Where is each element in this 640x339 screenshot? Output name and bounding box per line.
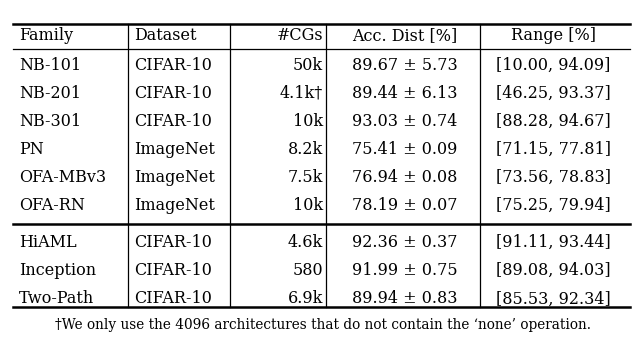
Text: †We only use the 4096 architectures that do not contain the ‘none’ operation.: †We only use the 4096 architectures that… bbox=[55, 318, 591, 333]
Text: ImageNet: ImageNet bbox=[134, 141, 215, 158]
Text: [91.11, 93.44]: [91.11, 93.44] bbox=[496, 234, 611, 251]
Text: OFA-RN: OFA-RN bbox=[19, 197, 85, 214]
Text: 8.2k: 8.2k bbox=[288, 141, 323, 158]
Text: CIFAR-10: CIFAR-10 bbox=[134, 291, 212, 307]
Text: ImageNet: ImageNet bbox=[134, 197, 215, 214]
Text: [85.53, 92.34]: [85.53, 92.34] bbox=[496, 291, 611, 307]
Text: 4.1k†: 4.1k† bbox=[280, 85, 323, 102]
Text: [71.15, 77.81]: [71.15, 77.81] bbox=[496, 141, 611, 158]
Text: 78.19 ± 0.07: 78.19 ± 0.07 bbox=[352, 197, 458, 214]
Text: CIFAR-10: CIFAR-10 bbox=[134, 262, 212, 279]
Text: 89.67 ± 5.73: 89.67 ± 5.73 bbox=[352, 57, 458, 74]
Text: 89.94 ± 0.83: 89.94 ± 0.83 bbox=[352, 291, 458, 307]
Text: NB-301: NB-301 bbox=[19, 113, 81, 129]
Text: Range [%]: Range [%] bbox=[511, 27, 596, 44]
Text: Acc. Dist [%]: Acc. Dist [%] bbox=[352, 27, 458, 44]
Text: CIFAR-10: CIFAR-10 bbox=[134, 85, 212, 102]
Text: [89.08, 94.03]: [89.08, 94.03] bbox=[496, 262, 611, 279]
Text: [88.28, 94.67]: [88.28, 94.67] bbox=[496, 113, 611, 129]
Text: 92.36 ± 0.37: 92.36 ± 0.37 bbox=[352, 234, 458, 251]
Text: OFA-MBv3: OFA-MBv3 bbox=[19, 169, 106, 186]
Text: 580: 580 bbox=[292, 262, 323, 279]
Text: Dataset: Dataset bbox=[134, 27, 197, 44]
Text: [73.56, 78.83]: [73.56, 78.83] bbox=[496, 169, 611, 186]
Text: Family: Family bbox=[19, 27, 74, 44]
Text: 6.9k: 6.9k bbox=[288, 291, 323, 307]
Text: CIFAR-10: CIFAR-10 bbox=[134, 57, 212, 74]
Text: NB-101: NB-101 bbox=[19, 57, 81, 74]
Text: 89.44 ± 6.13: 89.44 ± 6.13 bbox=[352, 85, 458, 102]
Text: 4.6k: 4.6k bbox=[288, 234, 323, 251]
Text: HiAML: HiAML bbox=[19, 234, 77, 251]
Text: 91.99 ± 0.75: 91.99 ± 0.75 bbox=[352, 262, 458, 279]
Text: [75.25, 79.94]: [75.25, 79.94] bbox=[496, 197, 611, 214]
Text: 10k: 10k bbox=[293, 197, 323, 214]
Text: 76.94 ± 0.08: 76.94 ± 0.08 bbox=[352, 169, 458, 186]
Text: PN: PN bbox=[19, 141, 44, 158]
Text: 50k: 50k bbox=[293, 57, 323, 74]
Text: [10.00, 94.09]: [10.00, 94.09] bbox=[497, 57, 611, 74]
Text: ImageNet: ImageNet bbox=[134, 169, 215, 186]
Text: 10k: 10k bbox=[293, 113, 323, 129]
Text: Inception: Inception bbox=[19, 262, 97, 279]
Text: CIFAR-10: CIFAR-10 bbox=[134, 234, 212, 251]
Text: [46.25, 93.37]: [46.25, 93.37] bbox=[496, 85, 611, 102]
Text: 93.03 ± 0.74: 93.03 ± 0.74 bbox=[352, 113, 458, 129]
Text: NB-201: NB-201 bbox=[19, 85, 81, 102]
Text: #CGs: #CGs bbox=[276, 27, 323, 44]
Text: Two-Path: Two-Path bbox=[19, 291, 95, 307]
Text: CIFAR-10: CIFAR-10 bbox=[134, 113, 212, 129]
Text: 7.5k: 7.5k bbox=[288, 169, 323, 186]
Text: 75.41 ± 0.09: 75.41 ± 0.09 bbox=[352, 141, 458, 158]
